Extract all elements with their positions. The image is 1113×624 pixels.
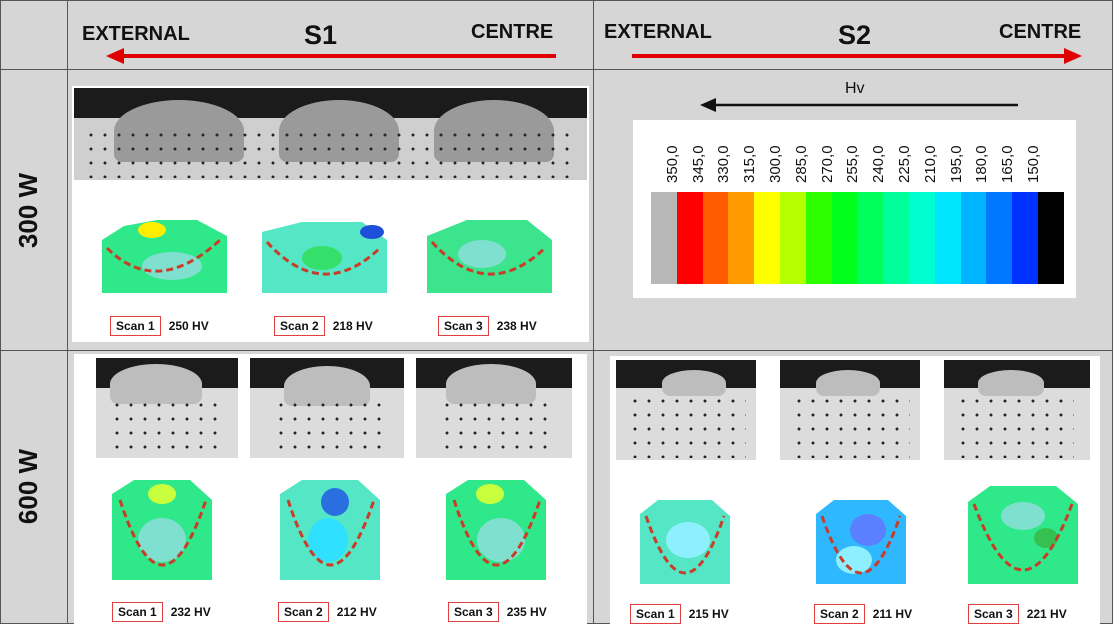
hv-swatch — [960, 192, 987, 284]
scan-label: Scan 2 — [814, 604, 865, 624]
hv-value: 235 HV — [506, 605, 547, 619]
hv-color-scale: 350,0 345,0 330,0 315,0 300,0 285,0 270,0 255,0… — [633, 120, 1076, 298]
s2-600w-contour-2 — [816, 500, 906, 584]
s2-header: EXTERNAL S2 CENTRE — [593, 0, 1113, 70]
s1-600w-micrograph-1 — [96, 358, 238, 458]
hv-scale-label: Hv — [845, 80, 865, 97]
s1-300w-contour-3 — [427, 218, 552, 293]
s1-header: EXTERNAL S1 CENTRE — [67, 0, 594, 70]
hv-value: 250 HV — [168, 319, 209, 333]
hv-value: 212 HV — [336, 605, 377, 619]
hv-value: 211 HV — [872, 607, 913, 621]
hv-tick-label: 345,0 — [689, 145, 707, 183]
hv-value: 238 HV — [496, 319, 537, 333]
s1-title: S1 — [304, 20, 338, 50]
row-600w-label: 600 W — [13, 448, 44, 525]
hv-swatch — [831, 192, 858, 284]
hv-tick-label: 350,0 — [663, 145, 681, 183]
hv-value: 232 HV — [170, 605, 211, 619]
scan-label: Scan 3 — [968, 604, 1019, 624]
s1-600w-contour-2 — [280, 480, 380, 580]
row-600w-label-cell: 600 W — [0, 350, 68, 624]
hv-swatch — [702, 192, 729, 284]
s2-600w-micrograph-3 — [944, 360, 1090, 460]
scan-label: Scan 1 — [110, 316, 161, 336]
hv-tick-label: 150,0 — [1025, 145, 1042, 183]
row-300w-label-cell: 300 W — [0, 69, 68, 351]
scan-label: Scan 2 — [274, 316, 325, 336]
s2-600w-contour-1 — [640, 500, 730, 584]
hv-tick-label: 210,0 — [921, 145, 939, 183]
corner-cell — [0, 0, 68, 70]
hv-tick-label: 225,0 — [896, 145, 913, 183]
scan-label: Scan 1 — [112, 602, 163, 622]
hv-tick-label: 300,0 — [767, 145, 784, 183]
hv-swatch — [934, 192, 962, 284]
hv-swatch — [857, 192, 884, 284]
s2-600w-micrograph-2 — [780, 360, 920, 460]
hv-tick-label: 195,0 — [947, 145, 965, 183]
s1-300w-scan-2: Scan 2 218 HV — [274, 316, 373, 336]
hv-swatch — [805, 192, 833, 284]
hv-tick-label: 255,0 — [844, 145, 862, 183]
s1-600w-scan-3: Scan 3 235 HV — [448, 602, 547, 622]
s1-600w-panel: Scan 1 232 HV Scan 2 212 HV Scan 3 235 HV — [74, 354, 587, 624]
hv-swatch — [780, 192, 807, 284]
hv-swatch — [754, 192, 781, 284]
s2-600w-panel: Scan 1 215 HV Scan 2 211 HV Scan 3 221 HV — [610, 356, 1100, 624]
hv-tick-label: 165,0 — [999, 145, 1017, 183]
s2-arrow-right — [632, 48, 1082, 64]
hv-value: 215 HV — [688, 607, 729, 621]
scan-label: Scan 1 — [630, 604, 681, 624]
s2-600w-micrograph-1 — [616, 360, 756, 460]
s1-300w-panel: Scan 1 250 HV Scan 2 218 HV Scan 3 238 HV — [72, 86, 589, 342]
row-300w-label: 300 W — [13, 172, 44, 249]
s1-arrow-left — [106, 48, 556, 64]
hv-swatch — [986, 192, 1013, 284]
s1-external-label: EXTERNAL — [82, 23, 190, 45]
s2-external-label: EXTERNAL — [604, 21, 712, 43]
hv-swatch — [676, 192, 704, 284]
s2-600w-scan-2: Scan 2 211 HV — [814, 604, 912, 624]
scan-label: Scan 2 — [278, 602, 329, 622]
s1-600w-micrograph-2 — [250, 358, 404, 458]
hv-value: 218 HV — [332, 319, 373, 333]
s1-600w-micrograph-3 — [416, 358, 572, 458]
s1-600w-scan-1: Scan 1 232 HV — [112, 602, 211, 622]
hv-swatch — [728, 192, 755, 284]
hv-swatch — [909, 192, 936, 284]
scan-label: Scan 3 — [438, 316, 489, 336]
hv-tick-label: 285,0 — [792, 145, 810, 183]
s2-title: S2 — [838, 20, 872, 50]
hv-tick-label: 180,0 — [973, 145, 991, 183]
s1-600w-scan-2: Scan 2 212 HV — [278, 602, 377, 622]
s1-600w-contour-1 — [112, 480, 212, 580]
s1-300w-scan-1: Scan 1 250 HV — [110, 316, 209, 336]
s1-300w-contour-2 — [262, 218, 387, 293]
s1-600w-contour-3 — [446, 480, 546, 580]
hv-swatch — [1038, 192, 1065, 284]
s1-300w-scan-3: Scan 3 238 HV — [438, 316, 537, 336]
hv-swatch — [1012, 192, 1039, 284]
s1-300w-micrograph — [74, 88, 587, 180]
hv-tick-label: 315,0 — [741, 145, 759, 183]
hv-tick-label: 270,0 — [818, 145, 836, 183]
s2-600w-scan-1: Scan 1 215 HV — [630, 604, 729, 624]
hv-arrow-left — [700, 98, 1018, 112]
s2-600w-contour-3 — [968, 486, 1078, 584]
hv-tick-label: 240,0 — [870, 145, 888, 183]
s1-centre-label: CENTRE — [471, 21, 554, 43]
s2-600w-scan-3: Scan 3 221 HV — [968, 604, 1067, 624]
hv-swatch — [651, 192, 678, 284]
s1-300w-contour-1 — [102, 218, 227, 293]
hv-swatch — [883, 192, 910, 284]
hv-tick-label: 330,0 — [715, 145, 733, 183]
hv-value: 221 HV — [1026, 607, 1067, 621]
s2-centre-label: CENTRE — [999, 21, 1082, 43]
scan-label: Scan 3 — [448, 602, 499, 622]
